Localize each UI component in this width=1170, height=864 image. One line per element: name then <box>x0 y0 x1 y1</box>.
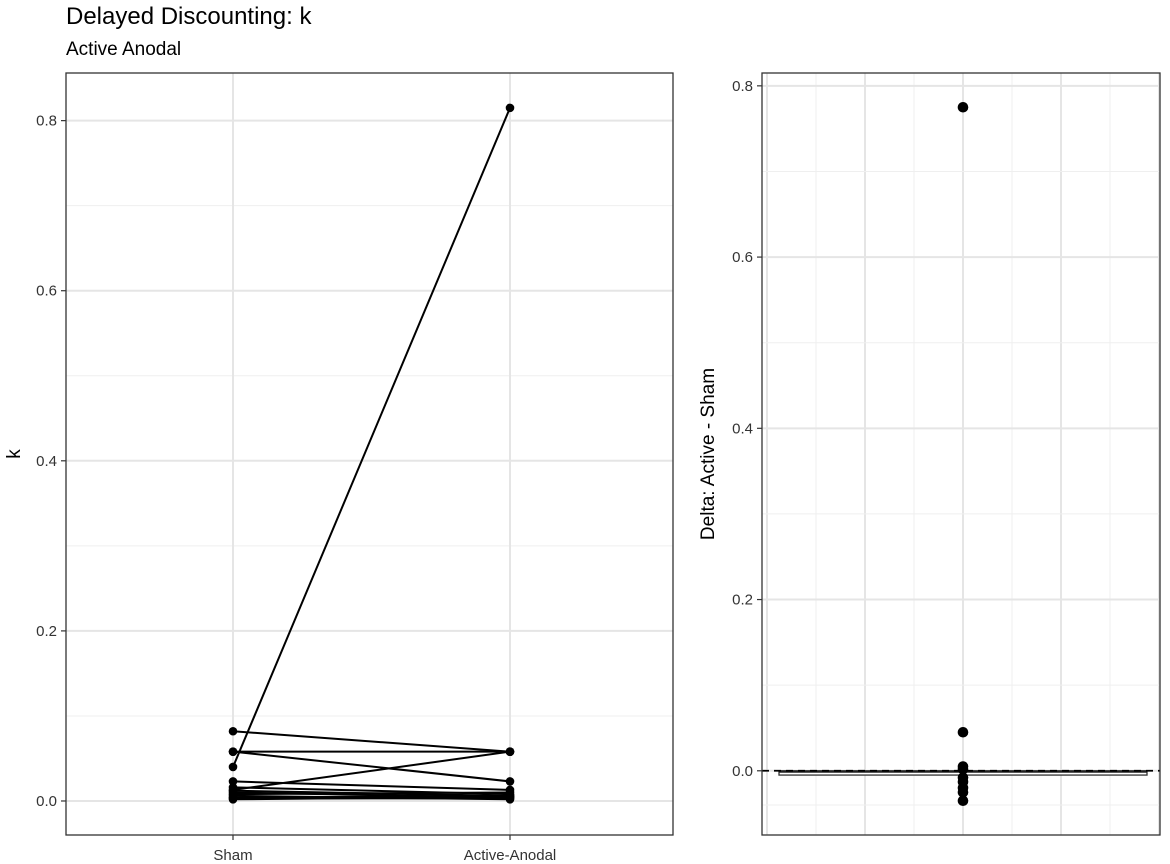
pair-line <box>232 730 511 753</box>
chart-title: Delayed Discounting: k <box>66 3 312 30</box>
delta-outliers <box>957 101 969 807</box>
pair-point <box>505 792 515 802</box>
left-x-tick-label: Active-Anodal <box>464 847 557 864</box>
paired-lines <box>232 107 511 801</box>
left-x-tick-label: Sham <box>213 847 252 864</box>
right-y-tick-label: 0.2 <box>732 592 753 609</box>
outlier-point <box>957 795 969 807</box>
right-y-tick-label: 0.6 <box>732 249 753 266</box>
left-panel-border <box>65 72 674 836</box>
pair-point <box>505 747 515 756</box>
pair-point <box>228 747 238 756</box>
pair-line <box>232 795 511 801</box>
right-y-tick-label: 0.0 <box>732 763 753 780</box>
outlier-point <box>957 763 969 775</box>
right-gridlines <box>762 73 1160 835</box>
right-y-axis: 0.0 0.2 0.4 0.6 0.8 <box>732 78 762 780</box>
pair-line <box>232 780 511 791</box>
pair-line <box>232 791 511 796</box>
right-y-axis-title: Delta: Active - Sham <box>698 368 719 540</box>
left-y-tick-label: 0.4 <box>36 453 57 470</box>
left-y-tick-label: 0.8 <box>36 113 57 130</box>
pair-point <box>505 103 515 113</box>
pair-point <box>228 794 238 804</box>
right-panel-border <box>761 72 1161 836</box>
left-y-tick-label: 0.2 <box>36 623 57 640</box>
chart-subtitle: Active Anodal <box>66 39 181 60</box>
outlier-point <box>957 786 969 798</box>
outlier-point <box>957 101 969 113</box>
pair-point <box>228 726 238 736</box>
left-y-axis: 0.0 0.2 0.4 0.6 0.8 <box>36 113 66 810</box>
pair-point <box>228 777 238 786</box>
pair-point <box>228 762 238 772</box>
left-gridlines <box>66 73 673 835</box>
left-y-axis-title: k <box>4 449 25 459</box>
pair-line <box>232 750 511 783</box>
pair-point <box>505 777 515 786</box>
right-y-tick-label: 0.4 <box>732 420 753 437</box>
outlier-point <box>957 726 969 738</box>
left-y-tick-label: 0.0 <box>36 793 57 810</box>
left-y-tick-label: 0.6 <box>36 283 57 300</box>
left-x-axis: Sham Active-Anodal <box>213 835 556 864</box>
paired-line-panel: 0.0 0.2 0.4 0.6 0.8 Sham Active-Anodal k <box>4 72 674 864</box>
delta-boxplot-panel: 0.0 0.2 0.4 0.6 0.8 Delta: Active - Sham <box>698 72 1161 836</box>
right-y-tick-label: 0.8 <box>732 78 753 95</box>
pair-line <box>232 107 511 768</box>
paired-points <box>228 103 515 804</box>
pair-line <box>232 750 511 791</box>
